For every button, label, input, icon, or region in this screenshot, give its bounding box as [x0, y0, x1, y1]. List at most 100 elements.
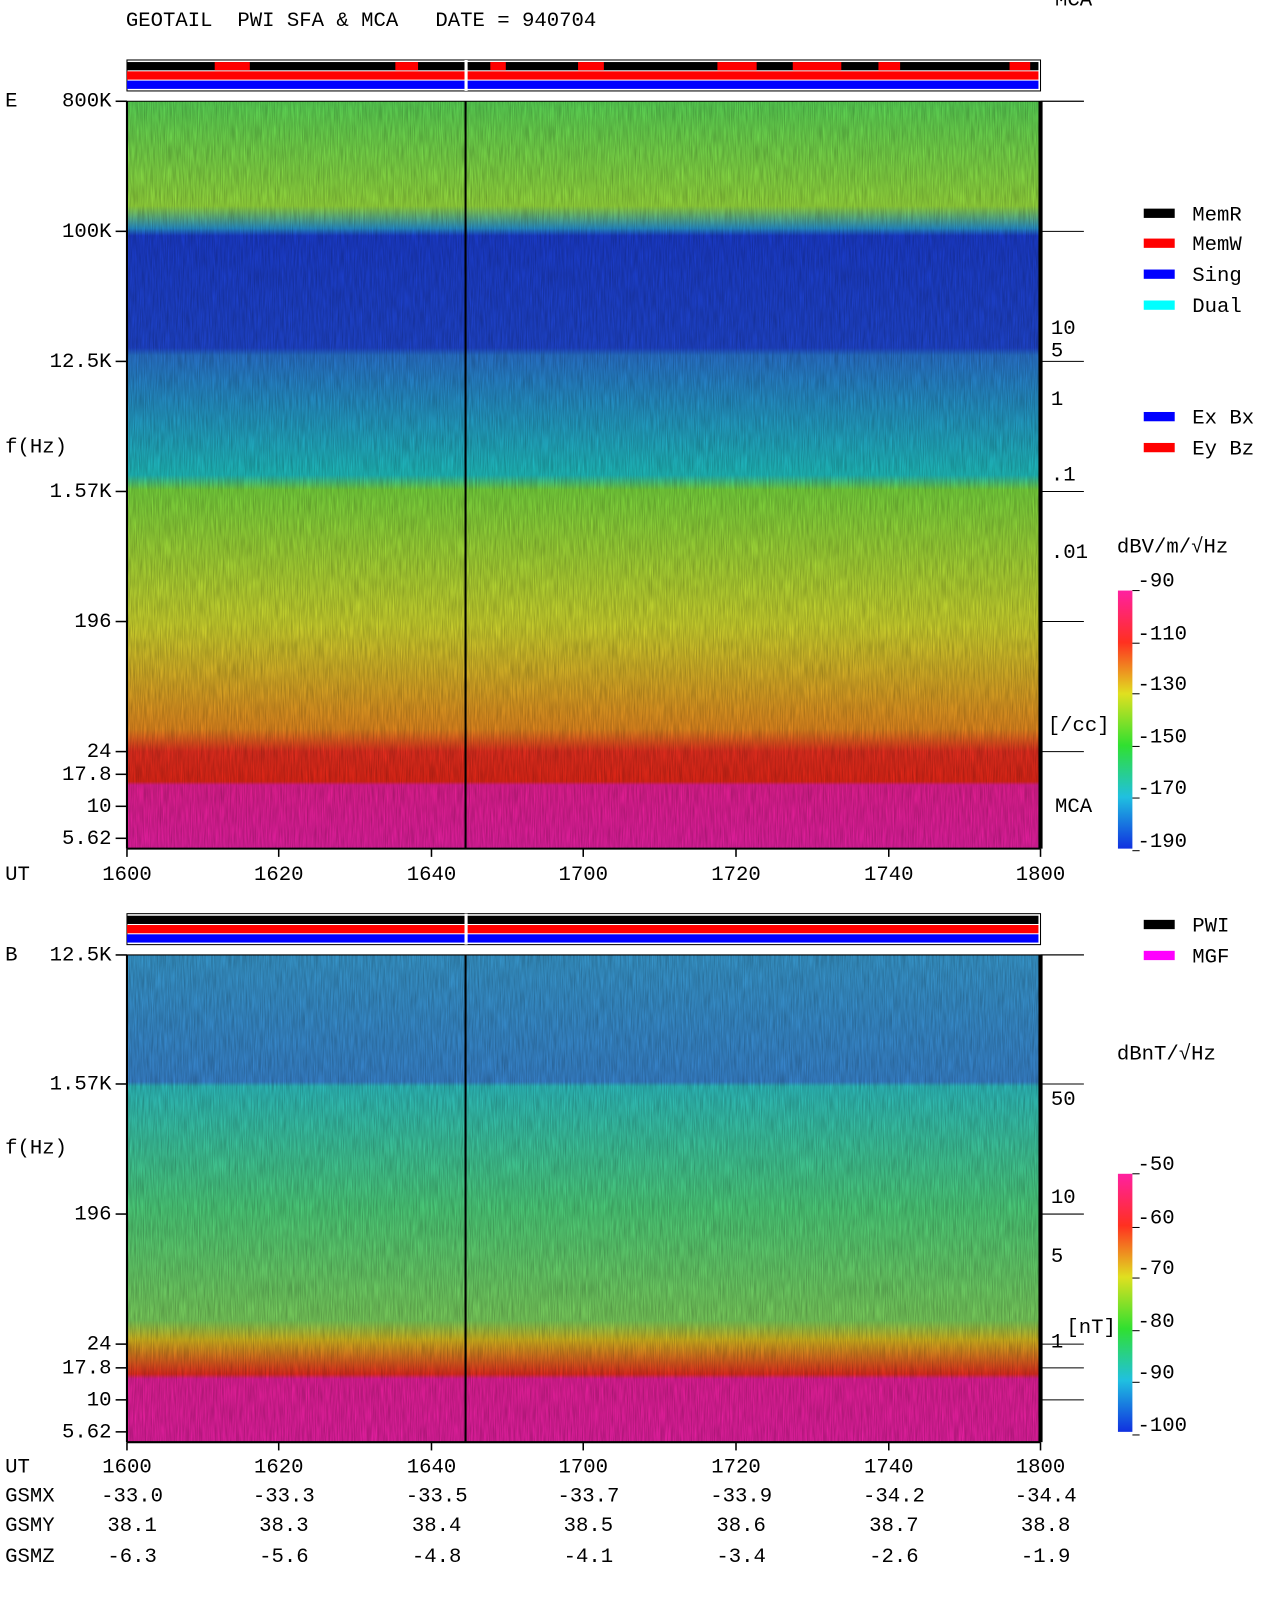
y-tick-label: 24	[87, 741, 112, 764]
y-tick-label: 17.8	[62, 764, 112, 787]
legend-label: MGF	[1192, 946, 1229, 969]
density-tick: .01	[1051, 542, 1088, 565]
status-seg	[1009, 62, 1031, 71]
time-label: 1620	[254, 1456, 304, 1479]
field-unit: [nT]	[1066, 1317, 1116, 1340]
y-tick-label: 5.62	[62, 828, 112, 851]
density-unit: [/cc]	[1048, 715, 1110, 738]
legend-swatch	[1143, 950, 1175, 961]
panel-e-spectrogram	[126, 101, 1041, 849]
orbit-value: -33.0	[101, 1485, 163, 1508]
time-label: 1720	[711, 1456, 761, 1479]
y-tick-label: 196	[74, 1204, 111, 1227]
colorbar-tick: -50	[1138, 1154, 1175, 1177]
panel-label: E	[5, 91, 17, 114]
time-label: 1600	[102, 864, 152, 887]
orbit-value: 38.6	[716, 1515, 766, 1538]
colorbar-tick: -190	[1138, 831, 1188, 854]
time-label: 1640	[407, 1456, 457, 1479]
y-tick-label: 196	[74, 611, 111, 634]
colorbar-unit: dBV/m/√Hz	[1117, 536, 1228, 560]
legend-swatch	[1143, 919, 1175, 930]
status-row	[126, 80, 1039, 89]
density-tick: 5	[1051, 341, 1063, 364]
y-tick-label: 17.8	[62, 1357, 112, 1380]
orbit-label: GSMX	[5, 1485, 55, 1508]
time-label: 1700	[558, 864, 608, 887]
y-tick-label: 1.57K	[50, 481, 113, 504]
y-tick-label: 10	[87, 796, 112, 819]
legend-swatch	[1143, 442, 1175, 453]
colorbar-tick: -90	[1138, 571, 1175, 594]
orbit-value: -34.2	[863, 1485, 925, 1508]
time-label: UT	[5, 864, 30, 887]
axis-label: f(Hz)	[5, 1137, 67, 1160]
colorbar-e	[1117, 590, 1133, 849]
colorbar-tick: -100	[1138, 1415, 1188, 1438]
field-tick: 50	[1051, 1089, 1076, 1112]
orbit-value: 38.5	[564, 1515, 614, 1538]
y-tick-label: 24	[87, 1334, 112, 1357]
orbit-value: -4.8	[412, 1546, 462, 1569]
time-label: 1800	[1016, 864, 1066, 887]
time-label: UT	[5, 1456, 30, 1479]
status-row	[126, 71, 1039, 80]
status-row	[126, 925, 1039, 934]
orbit-value: 38.7	[869, 1515, 919, 1538]
colorbar-tick: -70	[1138, 1258, 1175, 1281]
orbit-value: -2.6	[869, 1546, 919, 1569]
title: GEOTAIL PWI SFA & MCA DATE = 940704	[126, 10, 596, 33]
time-label: 1620	[254, 864, 304, 887]
orbit-value: -6.3	[107, 1546, 157, 1569]
status-row	[126, 915, 1039, 924]
y-tick-label: 10	[87, 1389, 112, 1412]
legend-swatch	[1143, 411, 1175, 422]
orbit-value: -33.5	[406, 1485, 468, 1508]
status-seg	[717, 62, 757, 71]
y-tick-label: 1.57K	[50, 1073, 113, 1096]
orbit-value: -1.9	[1021, 1546, 1071, 1569]
orbit-label: GSMY	[5, 1515, 55, 1538]
orbit-value: -33.7	[557, 1485, 619, 1508]
density-tick: 1	[1051, 389, 1063, 412]
mca-label: MCA	[1055, 796, 1093, 819]
orbit-value: -33.3	[253, 1485, 315, 1508]
orbit-value: -4.1	[564, 1546, 614, 1569]
colorbar-unit: dBnT/√Hz	[1117, 1043, 1216, 1067]
colorbar-b	[1117, 1173, 1133, 1432]
legend-label: Ey Bz	[1192, 439, 1254, 462]
colorbar-tick: -130	[1138, 674, 1188, 697]
time-label: 1720	[711, 864, 761, 887]
y-tick-label: 100K	[62, 221, 112, 244]
density-tick: .1	[1051, 464, 1076, 487]
y-tick-label: 12.5K	[50, 944, 113, 967]
status-marker	[464, 59, 468, 91]
legend-label: MemR	[1192, 204, 1242, 227]
time-label: 1740	[864, 1456, 914, 1479]
orbit-value: 38.1	[107, 1515, 157, 1538]
time-label: 1700	[558, 1456, 608, 1479]
orbit-label: GSMZ	[5, 1546, 55, 1569]
density-tick: 10	[1051, 318, 1076, 341]
status-marker	[464, 913, 468, 945]
y-tick-label: 12.5K	[50, 351, 113, 374]
status-seg	[578, 62, 604, 71]
panel-label: B	[5, 944, 17, 967]
y-tick-label: 5.62	[62, 1421, 112, 1444]
legend-label: MemW	[1192, 234, 1242, 257]
orbit-value: 38.3	[259, 1515, 309, 1538]
status-seg	[878, 62, 901, 71]
field-tick: 10	[1051, 1187, 1076, 1210]
colorbar-tick: -170	[1138, 778, 1188, 801]
orbit-value: -3.4	[716, 1546, 766, 1569]
legend-label: Ex Bx	[1192, 408, 1254, 431]
time-label: 1600	[102, 1456, 152, 1479]
orbit-value: 38.4	[412, 1515, 462, 1538]
axis-label: f(Hz)	[5, 437, 67, 460]
legend-swatch	[1143, 269, 1175, 279]
colorbar-tick: -110	[1138, 623, 1188, 646]
orbit-value: -5.6	[259, 1546, 309, 1569]
legend-label: PWI	[1192, 916, 1229, 939]
legend-swatch	[1143, 300, 1175, 310]
